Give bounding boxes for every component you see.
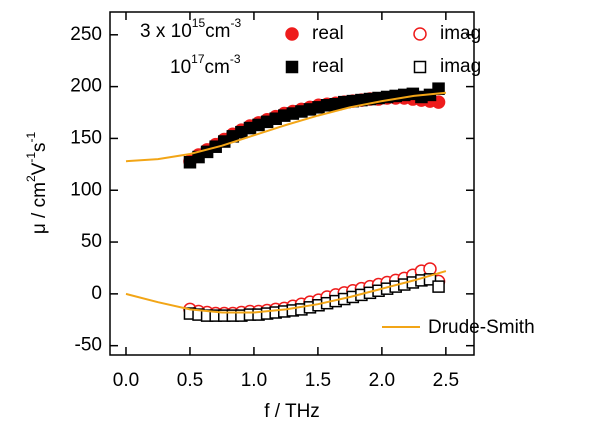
text-part: s bbox=[29, 143, 50, 153]
legend-group-label: 1017cm-3 bbox=[170, 52, 241, 78]
superscript: -3 bbox=[230, 52, 241, 66]
superscript: 15 bbox=[192, 16, 206, 30]
y-tick-label: 50 bbox=[81, 231, 102, 252]
legend-label: real bbox=[312, 23, 344, 44]
legend-marker bbox=[413, 27, 427, 41]
superscript: 17 bbox=[191, 52, 205, 66]
superscript: -1 bbox=[24, 132, 38, 143]
x-tick-label: 1.0 bbox=[241, 370, 267, 391]
legend-label: Drude-Smith bbox=[428, 317, 535, 338]
y-tick-label: 100 bbox=[70, 179, 102, 200]
y-axis-label: μ / cm2V-1s-1 bbox=[24, 132, 50, 235]
legend-marker bbox=[413, 60, 427, 74]
legend-label: imag bbox=[440, 23, 481, 44]
text-part: μ / cm bbox=[29, 182, 50, 234]
text-part: 3 x 10 bbox=[140, 21, 192, 42]
text-part: V bbox=[29, 162, 50, 175]
data-point bbox=[423, 273, 437, 286]
y-tick-label: 200 bbox=[70, 76, 102, 97]
x-tick-label: 0.5 bbox=[177, 370, 203, 391]
x-tick-label: 2.5 bbox=[433, 370, 459, 391]
legend-group-label: 3 x 1015cm-3 bbox=[140, 16, 241, 42]
legend-label: imag bbox=[440, 56, 481, 77]
plot-frame bbox=[109, 11, 475, 356]
x-tick-label: 2.0 bbox=[369, 370, 395, 391]
superscript: -1 bbox=[24, 152, 38, 163]
y-tick-label: -50 bbox=[75, 335, 102, 356]
text-part: cm bbox=[205, 57, 230, 78]
data-point bbox=[432, 280, 445, 293]
x-tick-label: 1.5 bbox=[305, 370, 331, 391]
text-part: 10 bbox=[170, 57, 191, 78]
plot-area bbox=[125, 82, 447, 322]
legend-label: real bbox=[312, 56, 344, 77]
y-tick-label: 0 bbox=[91, 283, 102, 304]
fit-line bbox=[125, 91, 446, 163]
x-tick-label: 0.0 bbox=[113, 370, 139, 391]
text-part: cm bbox=[205, 21, 230, 42]
fit-line bbox=[125, 270, 447, 314]
y-tick-label: 250 bbox=[70, 24, 102, 45]
legend-marker bbox=[285, 60, 299, 74]
superscript: 2 bbox=[24, 175, 38, 182]
y-tick-label: 150 bbox=[70, 127, 102, 148]
x-axis-label: f / THz bbox=[264, 401, 320, 422]
legend-marker bbox=[285, 27, 299, 41]
superscript: -3 bbox=[230, 16, 241, 30]
